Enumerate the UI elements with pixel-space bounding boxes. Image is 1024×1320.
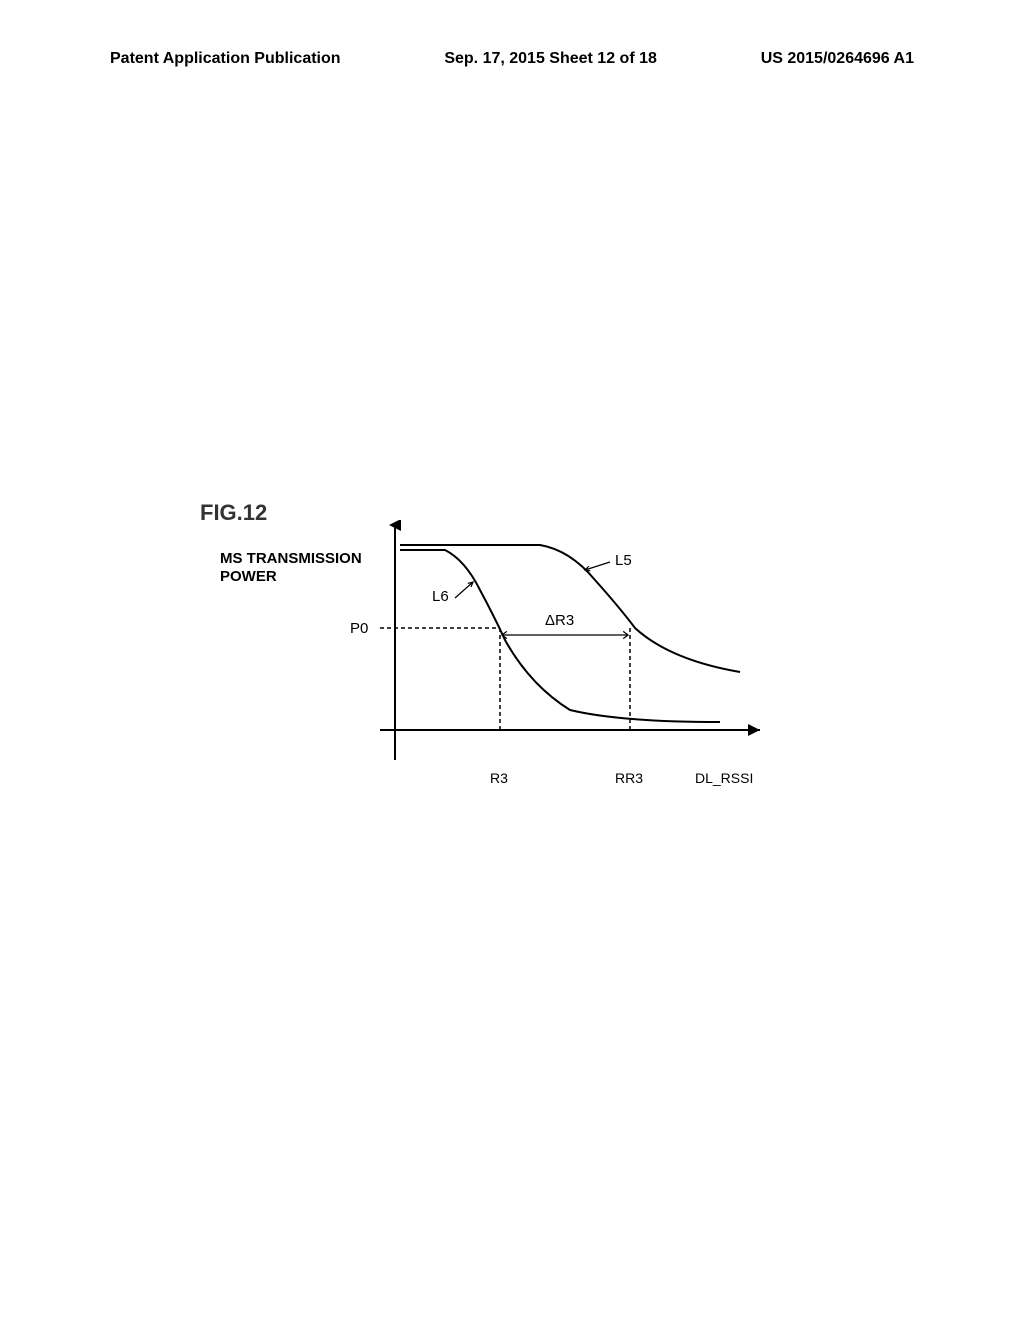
header-right: US 2015/0264696 A1 [761,50,914,68]
delta-r3-label: ΔR3 [545,612,574,629]
l6-pointer [455,582,473,598]
l5-label: L5 [615,552,632,569]
chart-svg [200,520,800,800]
rr3-label: RR3 [615,770,643,786]
chart-container: FIG.12 MS TRANSMISSIONPOWER P0 [200,520,800,800]
l6-label: L6 [432,588,449,605]
curve-l6 [400,550,720,722]
header-left: Patent Application Publication [110,50,341,68]
x-axis-label: DL_RSSI [695,770,753,786]
curve-l5 [400,545,740,672]
r3-label: R3 [490,770,508,786]
header-center: Sep. 17, 2015 Sheet 12 of 18 [444,50,657,68]
l5-pointer [585,562,610,570]
page-header: Patent Application Publication Sep. 17, … [0,50,1024,68]
